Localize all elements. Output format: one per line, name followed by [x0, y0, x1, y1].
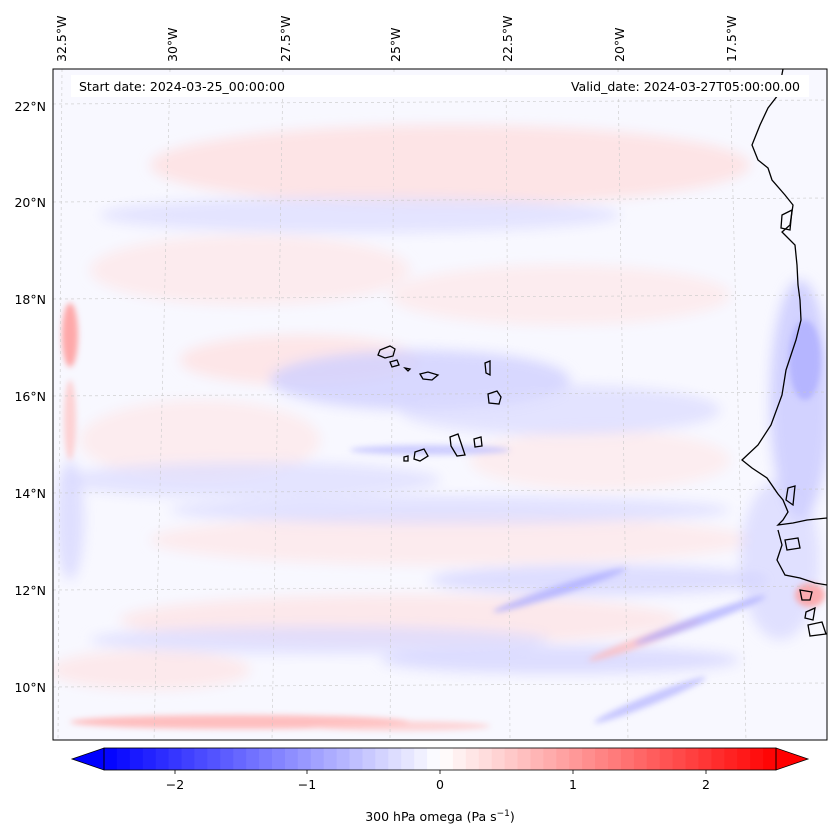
colorbar-segment [284, 748, 299, 770]
colorbar-segment [129, 748, 144, 770]
info-banner [71, 75, 809, 97]
lat-label: 22°N [14, 99, 46, 114]
colorbar-segments [104, 748, 777, 770]
colorbar-segment [465, 748, 480, 770]
colorbar-segment [711, 748, 725, 770]
colorbar-min-extension [70, 747, 105, 771]
colorbar-tick-label: −1 [298, 777, 316, 792]
colorbar-segment [427, 748, 441, 770]
lat-label: 10°N [14, 680, 46, 695]
colorbar: −2 −1 0 1 2 300 hPa omega (Pa s−1) [70, 747, 810, 824]
start-date-label: Start date: 2024-03-25_00:00:00 [79, 79, 285, 94]
colorbar-segment [104, 748, 118, 770]
colorbar-segment [168, 748, 183, 770]
colorbar-max-extension [775, 747, 810, 771]
lat-label: 14°N [14, 486, 46, 501]
colorbar-segment [401, 748, 415, 770]
colorbar-segment [272, 748, 286, 770]
colorbar-segment [595, 748, 609, 770]
map-frame [52, 68, 828, 741]
colorbar-segment [504, 748, 519, 770]
colorbar-segment [297, 748, 312, 770]
colorbar-segment [194, 748, 208, 770]
colorbar-segment [530, 748, 544, 770]
latitude-labels: 22°N 20°N 18°N 16°N 14°N 12°N 10°N [14, 99, 46, 695]
colorbar-segment [582, 748, 596, 770]
colorbar-segment [750, 748, 764, 770]
lat-label: 20°N [14, 195, 46, 210]
colorbar-segment [569, 748, 583, 770]
omega-field [53, 125, 827, 731]
africa-coastline [741, 69, 827, 526]
map-panel: Start date: 2024-03-25_00:00:00 Valid_da… [52, 68, 828, 741]
colorbar-segment [207, 748, 221, 770]
colorbar-segment [220, 748, 234, 770]
santo-antao-island [377, 345, 396, 359]
colorbar-segment [763, 748, 777, 770]
colorbar-segment [388, 748, 402, 770]
colorbar-segment [556, 748, 570, 770]
colorbar-segment [543, 748, 557, 770]
colorbar-tick-label: 1 [569, 777, 577, 792]
coastlines [377, 69, 827, 637]
colorbar-ticks [174, 770, 707, 774]
colorbar-segment [698, 748, 712, 770]
colorbar-segment [724, 748, 738, 770]
lon-label: 32.5°W [54, 16, 69, 62]
colorbar-segment [233, 748, 247, 770]
colorbar-segment [517, 748, 532, 770]
colorbar-segment [142, 748, 157, 770]
gridlines [53, 69, 827, 740]
colorbar-segment [608, 748, 622, 770]
colorbar-segment [116, 748, 131, 770]
colorbar-tick-label: 2 [702, 777, 710, 792]
lon-label: 17.5°W [724, 16, 739, 62]
lon-label: 27.5°W [278, 16, 293, 62]
colorbar-segment [633, 748, 648, 770]
lat-label: 12°N [14, 583, 46, 598]
colorbar-segment [375, 748, 389, 770]
lon-label: 30°W [165, 27, 180, 62]
colorbar-segment [259, 748, 273, 770]
colorbar-segment [323, 748, 338, 770]
colorbar-segment [620, 748, 635, 770]
colorbar-segment [491, 748, 506, 770]
valid-date-label: Valid_date: 2024-03-27T05:00:00.00 [571, 79, 800, 94]
colorbar-segment [737, 748, 751, 770]
lat-label: 16°N [14, 389, 46, 404]
colorbar-segment [478, 748, 493, 770]
longitude-labels: 32.5°W 30°W 27.5°W 25°W 22.5°W 20°W 17.5… [54, 16, 739, 62]
colorbar-segment [646, 748, 661, 770]
colorbar-segment [672, 748, 687, 770]
colorbar-segment [181, 748, 196, 770]
colorbar-segment [362, 748, 376, 770]
colorbar-segment [310, 748, 325, 770]
lon-label: 22.5°W [500, 16, 515, 62]
colorbar-tick-label: −2 [166, 777, 184, 792]
colorbar-tick-label: 0 [436, 777, 444, 792]
colorbar-segment [659, 748, 674, 770]
colorbar-segment [246, 748, 260, 770]
colorbar-segment [349, 748, 364, 770]
lat-label: 18°N [14, 292, 46, 307]
colorbar-segment [155, 748, 170, 770]
colorbar-segment [414, 748, 428, 770]
colorbar-title: 300 hPa omega (Pa s−1) [365, 809, 515, 824]
colorbar-segment [336, 748, 351, 770]
colorbar-segment [440, 748, 454, 770]
lon-label: 25°W [388, 27, 403, 62]
lon-label: 20°W [612, 27, 627, 62]
colorbar-segment [452, 748, 467, 770]
colorbar-segment [685, 748, 700, 770]
